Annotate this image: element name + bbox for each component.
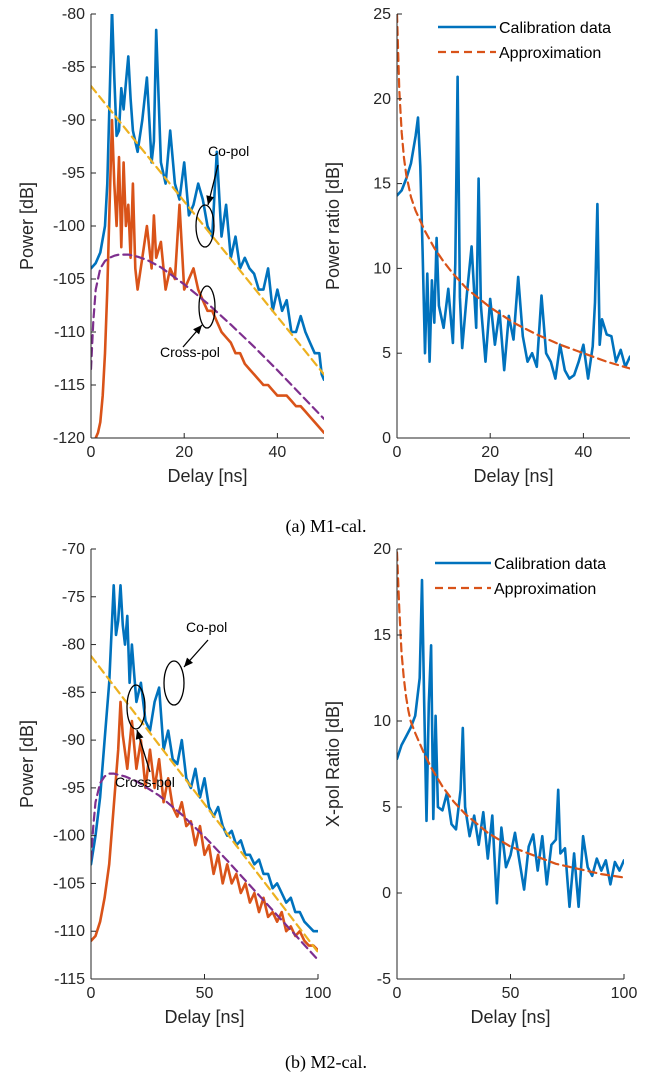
x-tick-label: 20 <box>175 444 193 461</box>
y-tick-label: 5 <box>382 345 391 362</box>
panel-m1-power-chart: 0 20 40 -120 -115 -110 -105 -100 -95 -90 -85 -80 Del… <box>17 6 324 486</box>
annotation-label: Cross-pol <box>115 774 175 790</box>
legend-label: Approximation <box>494 581 596 598</box>
x-axis-label: Delay [ns] <box>473 466 553 486</box>
x-tick-label: 20 <box>481 444 499 461</box>
plot-area <box>91 14 324 438</box>
y-tick-label: 5 <box>382 799 391 816</box>
y-tick-label: -85 <box>62 684 85 701</box>
y-tick-label: 25 <box>373 6 391 23</box>
annotation: Co-pol <box>195 143 249 248</box>
y-tick-label: 10 <box>373 260 391 277</box>
series-line-approximation <box>397 14 630 370</box>
plot-area <box>91 583 318 962</box>
y-axis-label: Power ratio [dB] <box>323 162 343 290</box>
x-tick-label: 100 <box>305 985 332 1002</box>
y-tick-label: 20 <box>373 91 391 108</box>
x-tick-label: 40 <box>575 444 593 461</box>
series-line-approximation <box>397 551 624 879</box>
y-tick-label: 0 <box>382 430 391 447</box>
series-line-calibration-data <box>397 578 624 909</box>
y-tick-label: 10 <box>373 713 391 730</box>
y-tick-label: -110 <box>54 324 85 341</box>
y-tick-label: 15 <box>373 176 391 193</box>
annotation-arrowhead <box>206 195 215 205</box>
y-tick-label: 0 <box>382 885 391 902</box>
x-tick-label: 40 <box>269 444 287 461</box>
x-tick-label: 0 <box>87 985 96 1002</box>
annotation-arrowhead <box>184 657 193 667</box>
caption-b: (b) M2-cal. <box>285 1052 367 1073</box>
x-tick-label: 50 <box>502 985 520 1002</box>
series-line-cross-pol-fit <box>91 253 324 420</box>
x-axis-label: Delay [ns] <box>167 466 247 486</box>
legend-label: Calibration data <box>499 20 611 37</box>
x-tick-label: 0 <box>393 444 402 461</box>
plot-area <box>397 14 630 380</box>
annotation-arrowhead <box>135 730 144 740</box>
series-line-co-pol-fit <box>91 654 318 954</box>
y-tick-label: -110 <box>54 923 85 940</box>
annotation: Cross-pol <box>115 684 175 790</box>
y-tick-label: -120 <box>53 430 85 447</box>
annotation: Co-pol <box>163 619 227 706</box>
y-axis-label: Power [dB] <box>17 182 37 270</box>
x-tick-label: 50 <box>196 985 214 1002</box>
y-axis-label: Power [dB] <box>17 720 37 808</box>
legend: Calibration data Approximation <box>438 20 611 62</box>
annotation-arrowhead <box>193 325 202 335</box>
y-tick-label: -100 <box>53 218 85 235</box>
plot-area <box>397 551 624 909</box>
annotation: Cross-pol <box>160 285 220 360</box>
panel-m2-power-chart: 0 50 100 -115 -110 -105 -100 -95 -90 -85 -80 -75 -70… <box>17 541 331 1027</box>
series-line-cross-pol <box>94 118 324 438</box>
y-tick-label: -105 <box>53 271 85 288</box>
annotation-ellipse <box>198 285 216 329</box>
legend-label: Approximation <box>499 45 601 62</box>
x-tick-label: 0 <box>87 444 96 461</box>
y-tick-label: -100 <box>53 828 85 845</box>
series-line-co-pol <box>91 583 318 933</box>
annotation-ellipse <box>195 204 215 248</box>
y-tick-label: -75 <box>62 589 85 606</box>
series-line-co-pol-fit <box>91 84 324 376</box>
y-tick-label: -90 <box>62 112 85 129</box>
y-tick-label: -115 <box>54 377 85 394</box>
annotation-label: Co-pol <box>208 143 249 159</box>
y-tick-label: -95 <box>62 780 85 797</box>
y-tick-label: -90 <box>62 732 85 749</box>
legend: Calibration data Approximation <box>435 556 606 598</box>
y-tick-label: -70 <box>62 541 85 558</box>
y-tick-label: 20 <box>373 541 391 558</box>
y-axis-label: X-pol Ratio [dB] <box>323 701 343 827</box>
caption-a: (a) M1-cal. <box>286 516 367 537</box>
x-tick-label: 100 <box>611 985 638 1002</box>
x-tick-label: 0 <box>393 985 402 1002</box>
legend-label: Calibration data <box>494 556 606 573</box>
x-axis-label: Delay [ns] <box>164 1007 244 1027</box>
annotation-label: Co-pol <box>186 619 227 635</box>
y-tick-label: -115 <box>54 971 85 988</box>
annotation-ellipse <box>126 684 146 730</box>
annotation-ellipse <box>163 660 185 706</box>
panel-m1-ratio-chart: 0 20 40 0 5 10 15 20 25 Delay [ns] Power ratio [dB… <box>323 6 630 486</box>
y-tick-label: -5 <box>377 971 391 988</box>
series-line-cross-pol <box>91 700 318 952</box>
y-tick-label: -80 <box>62 637 85 654</box>
y-tick-label: -95 <box>62 165 85 182</box>
y-tick-label: 15 <box>373 627 391 644</box>
series-line-cross-pol-fit <box>91 772 318 962</box>
series-line-calibration-data <box>397 75 630 380</box>
y-tick-label: -105 <box>53 875 85 892</box>
x-axis-label: Delay [ns] <box>470 1007 550 1027</box>
y-tick-label: -80 <box>62 6 85 23</box>
annotation-label: Cross-pol <box>160 344 220 360</box>
y-tick-label: -85 <box>62 59 85 76</box>
